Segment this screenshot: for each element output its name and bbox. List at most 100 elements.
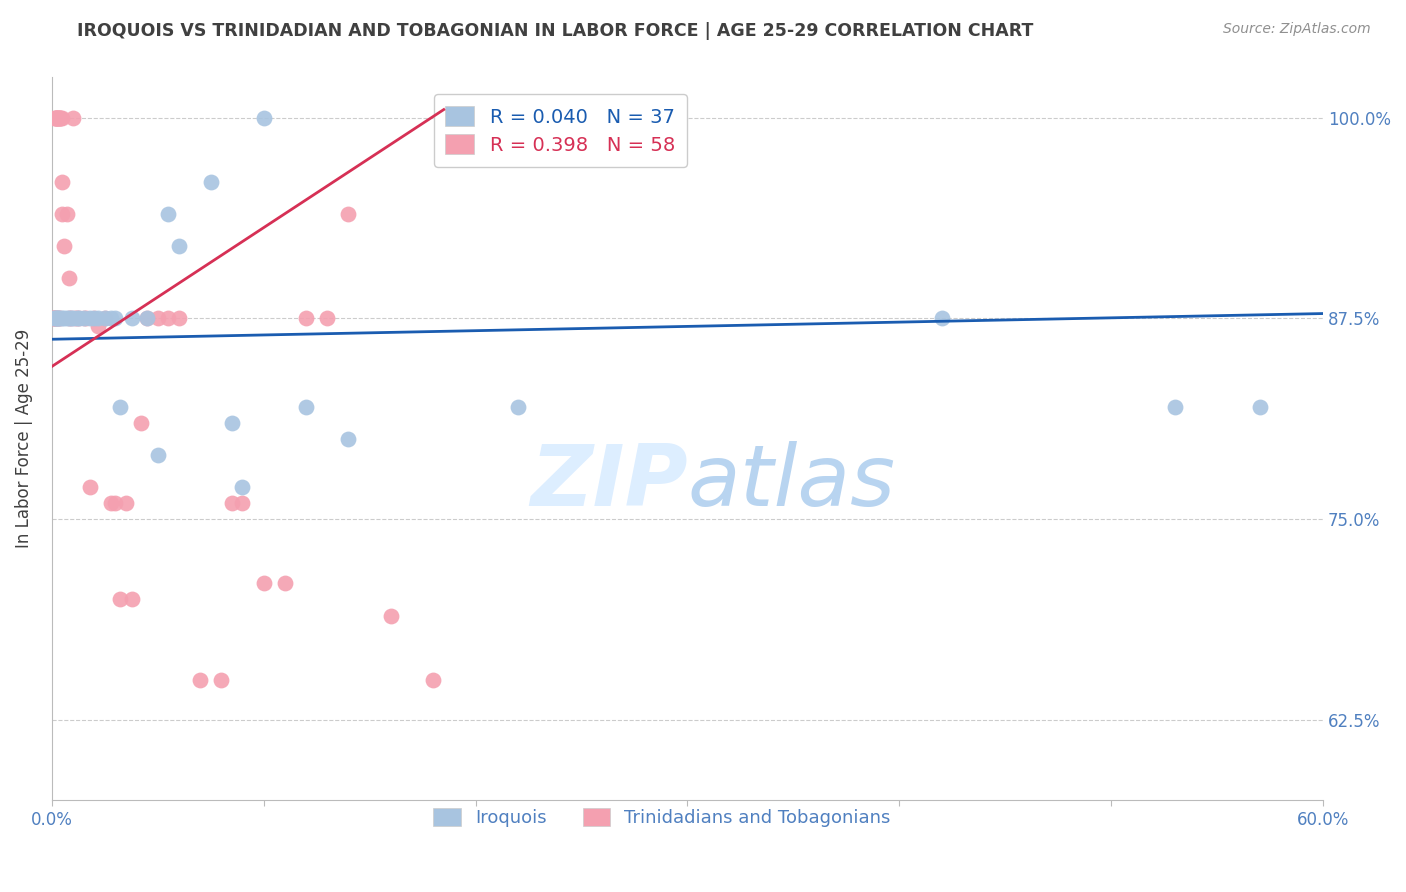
Point xyxy=(1249,400,1271,414)
Point xyxy=(221,416,243,430)
Point xyxy=(49,111,72,125)
Point xyxy=(49,311,72,326)
Point xyxy=(506,400,529,414)
Point xyxy=(51,311,73,326)
Point xyxy=(253,576,276,591)
Point xyxy=(59,311,82,326)
Point xyxy=(188,673,211,687)
Point xyxy=(231,496,253,510)
Point xyxy=(337,432,360,446)
Point xyxy=(129,416,152,430)
Point xyxy=(66,311,89,326)
Point xyxy=(46,111,69,125)
Point xyxy=(67,311,90,326)
Point xyxy=(42,311,65,326)
Point xyxy=(121,311,143,326)
Point xyxy=(42,311,65,326)
Point xyxy=(62,311,84,326)
Point xyxy=(51,207,73,221)
Point xyxy=(380,608,402,623)
Point xyxy=(66,311,89,326)
Point xyxy=(45,311,67,326)
Point xyxy=(157,207,180,221)
Point xyxy=(295,400,318,414)
Point xyxy=(67,311,90,326)
Legend: Iroquois, Trinidadians and Tobagonians: Iroquois, Trinidadians and Tobagonians xyxy=(426,801,898,835)
Point xyxy=(115,496,138,510)
Point xyxy=(231,480,253,494)
Point xyxy=(100,311,122,326)
Point xyxy=(46,311,69,326)
Point xyxy=(83,311,105,326)
Point xyxy=(104,311,127,326)
Point xyxy=(58,311,80,326)
Point xyxy=(79,311,101,326)
Point xyxy=(49,111,72,125)
Point xyxy=(49,111,72,125)
Point xyxy=(42,311,65,326)
Point xyxy=(422,673,444,687)
Point xyxy=(87,319,110,334)
Y-axis label: In Labor Force | Age 25-29: In Labor Force | Age 25-29 xyxy=(15,329,32,549)
Point xyxy=(55,207,77,221)
Point xyxy=(253,111,276,125)
Point xyxy=(316,311,339,326)
Point xyxy=(108,592,131,607)
Point xyxy=(49,311,72,326)
Point xyxy=(274,576,297,591)
Point xyxy=(62,111,84,125)
Point xyxy=(46,311,69,326)
Point xyxy=(83,311,105,326)
Point xyxy=(167,311,190,326)
Point xyxy=(45,311,67,326)
Point xyxy=(93,311,115,326)
Point xyxy=(136,311,159,326)
Point xyxy=(295,311,318,326)
Point xyxy=(108,400,131,414)
Point xyxy=(51,175,73,189)
Text: Source: ZipAtlas.com: Source: ZipAtlas.com xyxy=(1223,22,1371,37)
Point xyxy=(72,311,94,326)
Point xyxy=(1164,400,1187,414)
Point xyxy=(55,311,77,326)
Point xyxy=(146,448,169,462)
Point xyxy=(45,111,67,125)
Point xyxy=(53,311,76,326)
Point xyxy=(167,239,190,253)
Point xyxy=(58,271,80,285)
Point xyxy=(75,311,97,326)
Point xyxy=(46,111,69,125)
Point xyxy=(136,311,159,326)
Point xyxy=(42,311,65,326)
Point xyxy=(100,496,122,510)
Point xyxy=(45,111,67,125)
Point xyxy=(46,311,69,326)
Point xyxy=(59,311,82,326)
Point xyxy=(337,207,360,221)
Point xyxy=(221,496,243,510)
Point xyxy=(79,480,101,494)
Point xyxy=(42,311,65,326)
Text: IROQUOIS VS TRINIDADIAN AND TOBAGONIAN IN LABOR FORCE | AGE 25-29 CORRELATION CH: IROQUOIS VS TRINIDADIAN AND TOBAGONIAN I… xyxy=(77,22,1033,40)
Point xyxy=(104,496,127,510)
Point xyxy=(93,311,115,326)
Point xyxy=(931,311,953,326)
Point xyxy=(42,111,65,125)
Point xyxy=(209,673,232,687)
Point xyxy=(58,311,80,326)
Text: atlas: atlas xyxy=(688,441,896,524)
Point xyxy=(157,311,180,326)
Point xyxy=(46,311,69,326)
Point xyxy=(45,311,67,326)
Point xyxy=(146,311,169,326)
Point xyxy=(200,175,222,189)
Point xyxy=(45,111,67,125)
Point xyxy=(121,592,143,607)
Point xyxy=(53,239,76,253)
Text: ZIP: ZIP xyxy=(530,441,688,524)
Point xyxy=(51,111,73,125)
Point xyxy=(72,311,94,326)
Point xyxy=(46,111,69,125)
Point xyxy=(87,311,110,326)
Point xyxy=(63,311,86,326)
